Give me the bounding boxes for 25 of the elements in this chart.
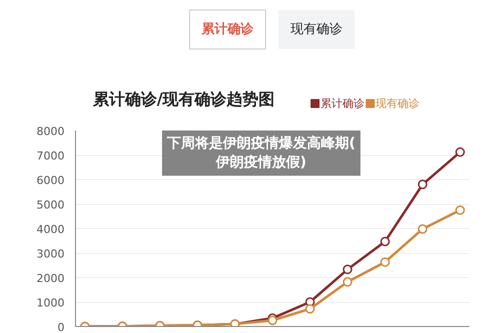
- point: [342, 264, 352, 274]
- y-tick-label: 8000: [36, 125, 65, 138]
- annotation: 下周将是伊朗疫情爆发高峰期(伊朗疫情放假): [166, 134, 356, 171]
- point: [380, 236, 390, 246]
- y-tick-label: 1000: [36, 296, 65, 310]
- point: [455, 147, 465, 157]
- y-tick-label: 2000: [36, 272, 65, 285]
- point: [380, 257, 390, 267]
- text: 累计确诊: [200, 22, 255, 37]
- y-tick-label: 3000: [36, 248, 65, 260]
- chart-title: 累计确诊/现有确诊趋势图: [92, 90, 275, 108]
- y-tick-label: 0: [58, 321, 64, 333]
- y-tick-label: 7000: [36, 150, 65, 162]
- legend-label: 现有确诊: [376, 97, 420, 110]
- point: [342, 277, 352, 287]
- point: [268, 316, 278, 326]
- point: [418, 224, 428, 234]
- point: [455, 205, 465, 215]
- y-tick-label: 4000: [36, 223, 65, 236]
- text: 现有确诊: [290, 22, 343, 37]
- point: [305, 304, 315, 314]
- y-tick-label: 6000: [36, 174, 65, 187]
- point: [418, 180, 428, 190]
- legend-label: 累计确诊: [320, 97, 365, 110]
- y-tick-label: 5000: [36, 198, 65, 212]
